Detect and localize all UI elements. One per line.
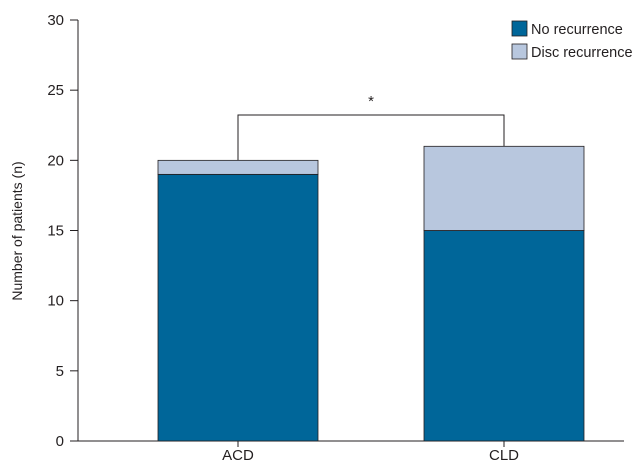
x-tick-label-acd: ACD bbox=[222, 447, 254, 461]
bars bbox=[157, 145, 585, 442]
legend-swatch-disc-recurrence bbox=[511, 43, 528, 60]
legend-label-no-recurrence: No recurrence bbox=[531, 22, 623, 38]
y-axis-title: Number of patients (n) bbox=[9, 161, 25, 300]
y-tick-label: 5 bbox=[56, 363, 64, 380]
y-tick-label: 25 bbox=[47, 82, 64, 99]
y-tick-label: 10 bbox=[47, 293, 64, 310]
legend-label-disc-recurrence: Disc recurrence bbox=[531, 45, 633, 61]
y-tick-label: 30 bbox=[47, 12, 64, 29]
bar-cld-no-recurrence bbox=[423, 230, 585, 442]
y-tick-label: 20 bbox=[47, 152, 64, 169]
y-tick-label: 0 bbox=[56, 433, 64, 450]
significance-label: * bbox=[368, 93, 374, 110]
significance-bracket: * bbox=[237, 93, 505, 161]
legend-swatch-no-recurrence bbox=[511, 20, 528, 37]
bracket-line bbox=[237, 114, 505, 161]
bar-cld-disc-recurrence bbox=[423, 145, 585, 231]
y-tick-label: 15 bbox=[47, 223, 64, 240]
bar-acd-no-recurrence bbox=[157, 173, 319, 442]
x-tick-label-cld: CLD bbox=[489, 447, 519, 461]
legend: No recurrence Disc recurrence bbox=[511, 20, 633, 61]
bar-acd-disc-recurrence bbox=[157, 159, 319, 175]
x-axis: ACD CLD bbox=[78, 440, 624, 461]
y-axis: 0 5 10 15 20 25 30 bbox=[47, 12, 79, 450]
